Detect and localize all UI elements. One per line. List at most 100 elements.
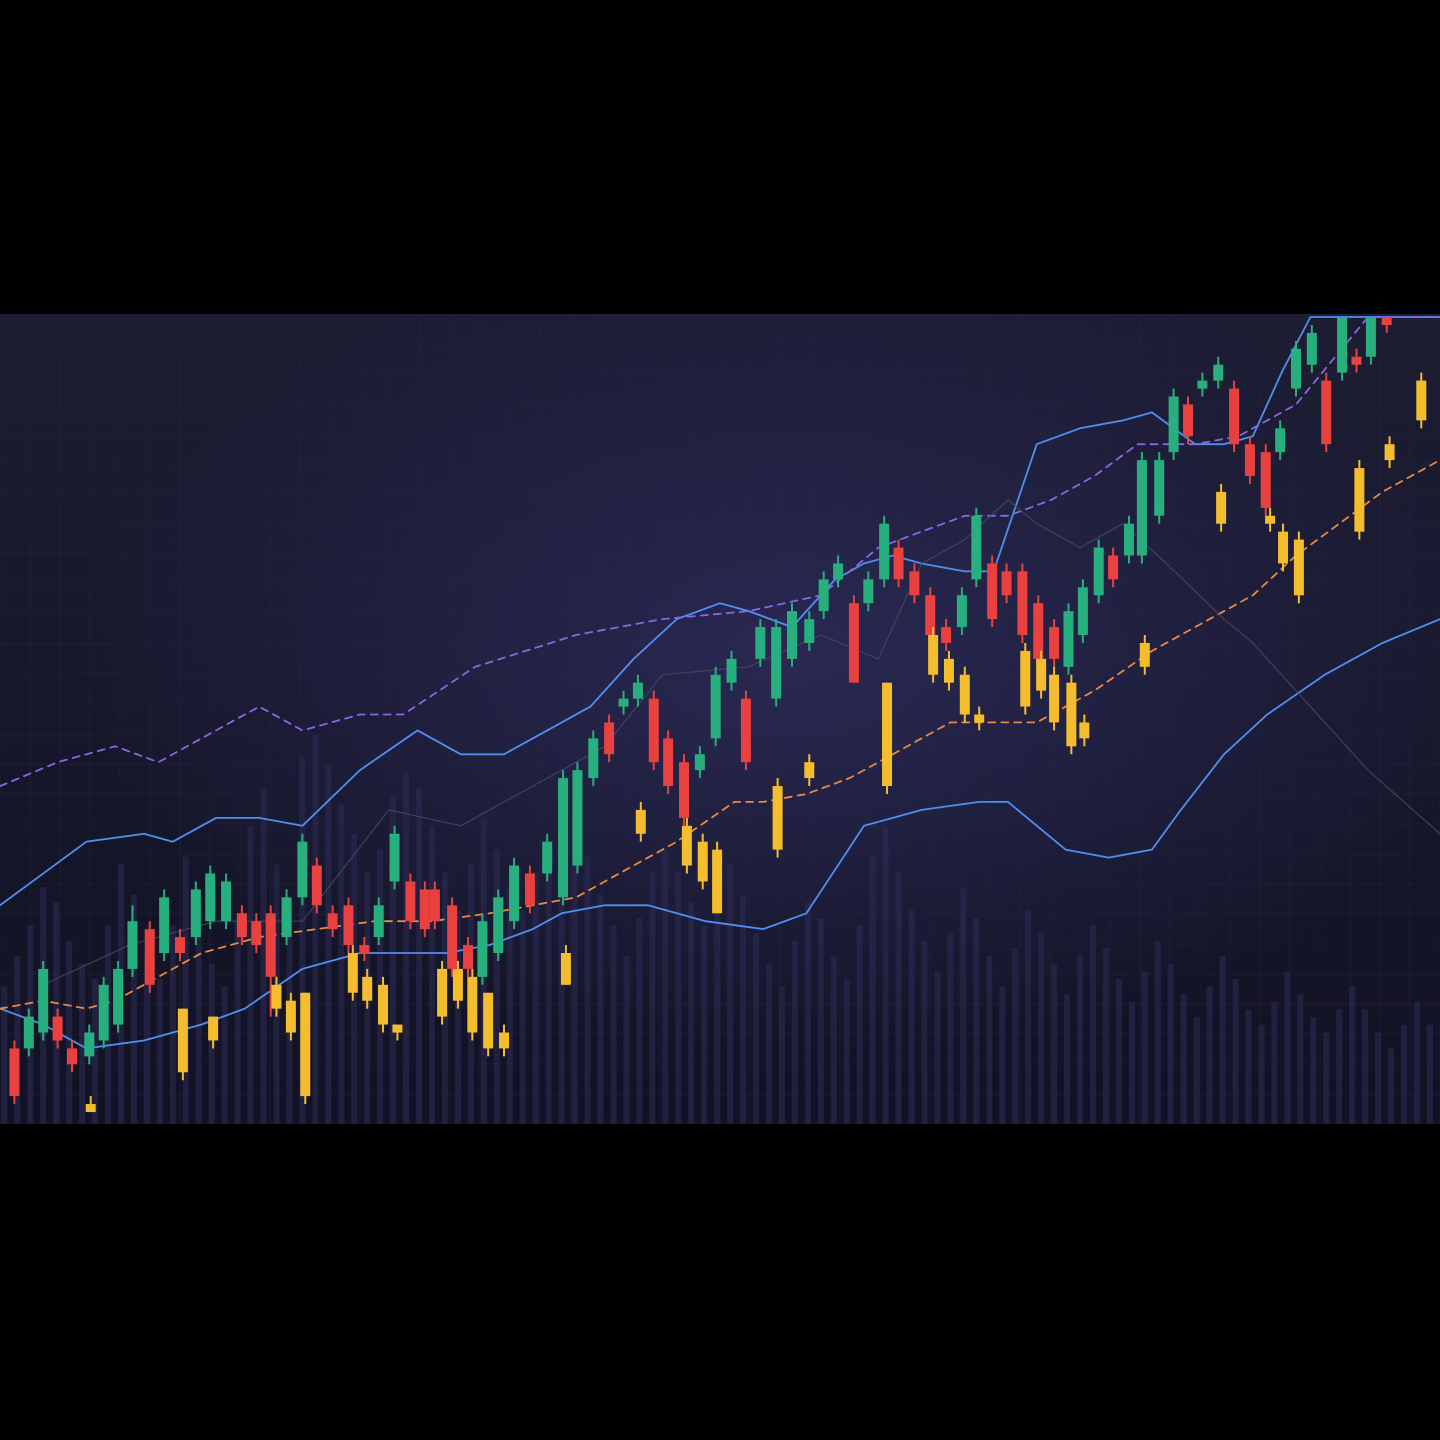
candle-body — [236, 913, 247, 938]
candle — [327, 905, 338, 938]
candle — [1049, 619, 1060, 667]
volume-bar — [169, 925, 176, 1124]
candle — [524, 865, 535, 914]
volume-bar — [882, 826, 889, 1124]
candle — [452, 960, 463, 1009]
candle-body — [1197, 380, 1208, 389]
candle — [542, 833, 553, 882]
candle-body — [1293, 539, 1304, 596]
candle-body — [771, 627, 782, 699]
candle-body — [848, 603, 859, 683]
volume-bar — [1012, 948, 1019, 1124]
candle-body — [113, 968, 124, 1025]
candle-body — [373, 905, 384, 938]
volume-bar — [1102, 948, 1109, 1124]
candle-body — [419, 889, 430, 930]
volume-bar — [130, 894, 137, 1124]
volume-bar — [986, 956, 993, 1124]
volume-bar — [1310, 1017, 1317, 1124]
candle-body — [327, 913, 338, 930]
candle — [477, 913, 488, 985]
candle — [1093, 539, 1104, 604]
volume-bar — [1167, 963, 1174, 1124]
candle — [1381, 317, 1392, 333]
candle-body — [437, 968, 448, 1017]
candle — [285, 992, 296, 1041]
volume-bar — [895, 872, 902, 1124]
volume-bar — [1, 986, 8, 1124]
candle — [941, 619, 952, 651]
volume-bar — [429, 826, 435, 1124]
candle-body — [618, 698, 629, 707]
candle-body — [663, 738, 674, 787]
volume-bar — [234, 917, 241, 1124]
candle — [1079, 714, 1090, 747]
candle-body — [1275, 428, 1286, 453]
candle-body — [467, 976, 478, 1033]
volume-bar — [1271, 1001, 1278, 1124]
candle-body — [52, 1016, 63, 1041]
candle-body — [1365, 317, 1376, 357]
candle — [1020, 642, 1031, 715]
candle — [1123, 515, 1134, 564]
volume-bar — [765, 963, 772, 1124]
candle — [297, 833, 308, 906]
candle-body — [85, 1104, 96, 1113]
indicator-lines — [0, 316, 1440, 1050]
volume-bar — [208, 963, 215, 1124]
candle — [818, 571, 829, 620]
candle — [1108, 547, 1119, 588]
candle — [943, 650, 954, 691]
candle-body — [297, 841, 308, 898]
volume-bar — [1077, 956, 1083, 1124]
volume-bar — [597, 894, 604, 1124]
candle-body — [405, 881, 416, 922]
line-band-lower — [0, 618, 1440, 1050]
candle — [85, 1096, 96, 1113]
candle-body — [712, 849, 723, 914]
line-ma-gray — [42, 499, 1440, 986]
candle — [1066, 674, 1077, 755]
candle-body — [1036, 658, 1047, 691]
candle-body — [956, 595, 967, 628]
candle — [493, 889, 504, 961]
candle — [971, 507, 982, 588]
candle — [909, 563, 920, 604]
candle — [392, 1024, 403, 1041]
candle-body — [1136, 460, 1147, 556]
volume-bar — [817, 917, 824, 1124]
candle-body — [447, 905, 458, 969]
candle — [144, 921, 155, 993]
candle — [38, 960, 49, 1041]
candle — [663, 730, 674, 794]
candle-body — [588, 738, 599, 779]
candle-body — [1416, 380, 1427, 421]
candle — [771, 619, 782, 707]
candle — [618, 690, 629, 715]
candle — [509, 857, 520, 930]
candle — [1001, 563, 1012, 604]
candle-body — [84, 1032, 95, 1057]
volume-bar — [532, 872, 539, 1124]
candle-body — [285, 1000, 296, 1033]
candle-body — [1139, 642, 1150, 667]
volume-bar — [1038, 933, 1045, 1124]
candle-body — [477, 921, 488, 977]
candle — [175, 929, 185, 961]
volume-bar — [947, 933, 954, 1124]
volume-bar — [1025, 910, 1032, 1124]
candle-body — [1381, 317, 1392, 325]
candle — [205, 865, 216, 930]
candle — [1154, 452, 1165, 524]
candle — [740, 690, 751, 771]
candle — [697, 833, 708, 890]
candle-body — [560, 953, 571, 985]
candle — [405, 873, 416, 930]
candle-body — [925, 595, 936, 635]
volume-bar — [1388, 1047, 1395, 1124]
volume-bar — [830, 956, 837, 1124]
volume-bar — [1180, 994, 1187, 1124]
candle — [1365, 317, 1376, 365]
candle — [882, 682, 893, 794]
candle-body — [1278, 531, 1289, 564]
